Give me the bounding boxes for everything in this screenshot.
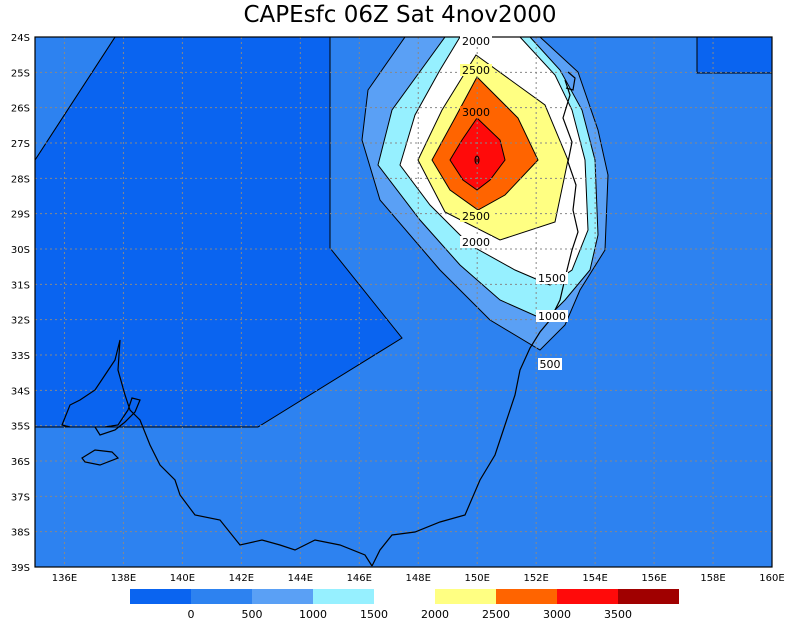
coastline	[61, 71, 579, 567]
colorbar-label: 2000	[421, 608, 449, 621]
colorbar-label: 1000	[299, 608, 327, 621]
lon-tick-label: 146E	[347, 573, 372, 584]
lat-tick-label: 35S	[11, 422, 30, 433]
longitude-labels: 136E 138E 140E 142E 144E 146E 148E 150E 152E 154E…	[52, 573, 785, 584]
contour-label-1000: 1000	[536, 310, 568, 323]
lon-tick-label: 144E	[288, 573, 313, 584]
lat-tick-label: 29S	[11, 210, 30, 221]
contour-label-2000-bottom: 2000	[460, 236, 492, 249]
lat-tick-label: 26S	[11, 104, 30, 115]
lon-tick-label: 150E	[464, 573, 489, 584]
colorbar-box	[496, 589, 557, 604]
latitude-labels: 24S 25S 26S 27S 28S 29S 30S 31S 32S 33S 34S 35S 36S 3…	[11, 33, 30, 574]
colorbar-box	[618, 589, 679, 604]
colorbar-label: 1500	[360, 608, 388, 621]
colorbar-box	[252, 589, 313, 604]
lon-tick-label: 156E	[641, 573, 666, 584]
lon-tick-label: 136E	[52, 573, 77, 584]
svg-text:3000: 3000	[462, 106, 490, 119]
svg-text:1500: 1500	[538, 272, 566, 285]
colorbar-box	[130, 589, 191, 604]
svg-text:2500: 2500	[462, 210, 490, 223]
contour-label-1500: 1500	[536, 272, 568, 285]
lon-tick-label: 160E	[759, 573, 784, 584]
lat-tick-label: 36S	[11, 457, 30, 468]
svg-text:500: 500	[540, 358, 561, 371]
lat-tick-label: 27S	[11, 139, 30, 150]
lon-tick-label: 138E	[111, 573, 136, 584]
lat-tick-label: 25S	[11, 68, 30, 79]
contour-label-500: 500	[538, 358, 562, 371]
lat-tick-label: 24S	[11, 33, 30, 44]
lat-tick-label: 38S	[11, 528, 30, 539]
lon-tick-label: 158E	[700, 573, 725, 584]
colorbar-box	[313, 589, 374, 604]
contour-label-2500-bottom: 2500	[460, 210, 492, 223]
colorbar-box	[435, 589, 496, 604]
svg-text:1000: 1000	[538, 310, 566, 323]
lon-tick-label: 152E	[523, 573, 548, 584]
plot-border	[34, 36, 773, 568]
lat-tick-label: 30S	[11, 245, 30, 256]
lon-tick-label: 154E	[582, 573, 607, 584]
contour-label-2000-top: 2000	[460, 35, 492, 48]
lon-tick-label: 140E	[170, 573, 195, 584]
lat-tick-label: 34S	[11, 386, 30, 397]
lon-tick-label: 148E	[406, 573, 431, 584]
colorbar-box	[191, 589, 252, 604]
colorbar-label: 500	[242, 608, 263, 621]
lat-tick-label: 33S	[11, 351, 30, 362]
contour-label-3000: 3000	[460, 106, 492, 119]
colorbar-label: 3500	[604, 608, 632, 621]
lat-tick-label: 32S	[11, 316, 30, 327]
lat-tick-label: 28S	[11, 174, 30, 185]
lon-tick-label: 142E	[229, 573, 254, 584]
svg-text:2000: 2000	[462, 35, 490, 48]
svg-text:2000: 2000	[462, 236, 490, 249]
colorbar-label: 0	[188, 608, 195, 621]
svg-text:2500: 2500	[462, 64, 490, 77]
contour-label-2500-top: 2500	[460, 64, 492, 77]
lat-tick-label: 31S	[11, 280, 30, 291]
colorbar-box	[557, 589, 618, 604]
colorbar-box	[374, 589, 435, 604]
colorbar-label: 2500	[482, 608, 510, 621]
lat-tick-label: 39S	[11, 563, 30, 574]
lat-tick-label: 37S	[11, 492, 30, 503]
map-title: CAPEsfc 06Z Sat 4nov2000	[243, 2, 557, 28]
colorbar-label: 3000	[543, 608, 571, 621]
grid-lines	[35, 37, 772, 567]
